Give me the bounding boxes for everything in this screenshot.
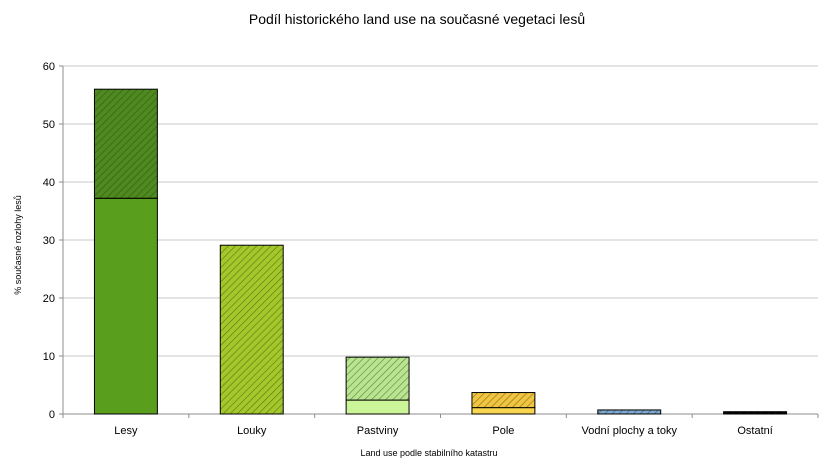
x-tick-label: Pastviny [357,425,399,437]
bar-hatched-2 [345,356,410,401]
y-tick-label: 60 [43,61,55,73]
x-tick-label: Vodní plochy a toky [582,425,678,437]
grid-lines [63,65,818,357]
bar-hatched-5 [723,411,788,415]
bar-solid-2 [345,399,410,415]
bar-solid-3 [471,407,536,415]
axes [59,65,819,418]
y-axis-label: % současné rozlohy lesů [13,195,23,295]
x-tick-label: Pole [492,425,514,437]
y-tick-label: 0 [49,409,55,421]
x-tick-label: Ostatní [737,425,772,437]
y-tick-label: 30 [43,235,55,247]
bar-hatched-0 [93,88,158,199]
bar-hatched-3 [471,392,536,409]
y-tick-label: 20 [43,293,55,305]
y-tick-label: 40 [43,177,55,189]
x-axis-label: Land use podle stabilního katastru [360,448,497,458]
y-tick-label: 10 [43,351,55,363]
chart-title: Podíl historického land use na současné … [249,11,585,27]
bar-hatched-1 [219,244,284,415]
bar-solid-0 [93,197,158,415]
x-tick-label: Lesy [114,425,138,437]
y-tick-label: 50 [43,119,55,131]
bars [93,88,788,415]
x-tick-label: Louky [237,425,267,437]
bar-hatched-4 [597,409,662,415]
tick-labels: 0 10 20 30 40 50 60 Lesy Louky Pastviny Pole Vodní … [43,61,773,437]
